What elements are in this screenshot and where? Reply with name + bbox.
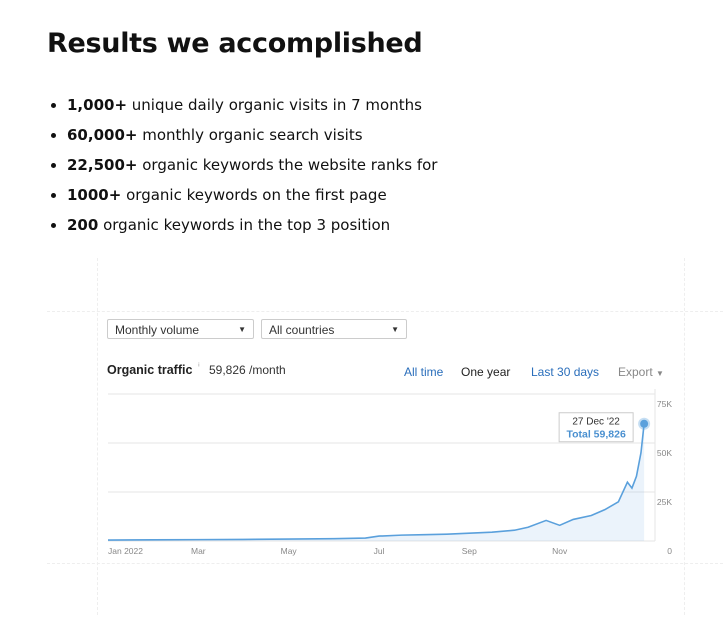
dropdown[interactable]: All countries: [261, 319, 407, 340]
tooltip-date: 27 Dec '22: [572, 417, 620, 428]
bullet-bold: 1,000+: [67, 96, 128, 114]
bullet-bold: 22,500+: [67, 156, 138, 174]
y-tick-label: 25K: [657, 497, 672, 507]
divider: [47, 563, 723, 564]
bullet-text: organic keywords in the top 3 position: [103, 216, 391, 234]
tab[interactable]: Last 30 days: [531, 365, 600, 379]
export-button[interactable]: Export ▼: [618, 365, 664, 379]
tab[interactable]: All time: [404, 365, 444, 379]
chart-subtitle: 59,826 /month: [209, 363, 286, 377]
x-tick-label: Jan 2022: [108, 546, 143, 556]
tooltip-box: [558, 412, 634, 443]
y-tick-label: 50K: [657, 448, 672, 458]
y-tick-label: 0: [667, 546, 672, 556]
tab[interactable]: One year: [461, 365, 511, 379]
x-tick-label: Nov: [552, 546, 568, 556]
bullet-text: unique daily organic visits in 7 months: [131, 96, 422, 114]
x-tick-label: Mar: [191, 546, 206, 556]
bullet-bold: 1000+: [67, 186, 122, 204]
bullet-text: organic keywords on the first page: [126, 186, 387, 204]
chart-panel: [97, 258, 685, 615]
dropdown[interactable]: Monthly volume: [107, 319, 254, 340]
bullet: 1,000+ unique daily organic visits in 7 …: [67, 92, 437, 122]
highlight-point: [640, 419, 649, 428]
x-tick-label: May: [281, 546, 298, 556]
bullet-text: organic keywords the website ranks for: [142, 156, 438, 174]
bullet-text: monthly organic search visits: [142, 126, 363, 144]
bullet: 1000+ organic keywords on the first page: [67, 182, 437, 212]
bullet: 200 organic keywords in the top 3 positi…: [67, 212, 437, 242]
bullet-bold: 200: [67, 216, 99, 234]
export-label: Export: [618, 365, 653, 379]
x-tick-label: Sep: [462, 546, 477, 556]
line: [107, 423, 645, 541]
divider: [47, 311, 723, 312]
bullet-list: 1,000+ unique daily organic visits in 7 …: [47, 92, 437, 242]
info-icon: ⁱ: [198, 362, 200, 373]
bullet: 60,000+ monthly organic search visits: [67, 122, 437, 152]
tooltip-total: Total 59,826: [566, 429, 625, 441]
bullet-bold: 60,000+: [67, 126, 138, 144]
x-tick-label: Jul: [374, 546, 385, 556]
y-tick-label: 75K: [657, 399, 672, 409]
chart-title: Organic traffic: [107, 363, 193, 377]
bullet: 22,500+ organic keywords the website ran…: [67, 152, 437, 182]
heading: Results we accomplished: [47, 28, 423, 59]
area: [108, 423, 645, 541]
